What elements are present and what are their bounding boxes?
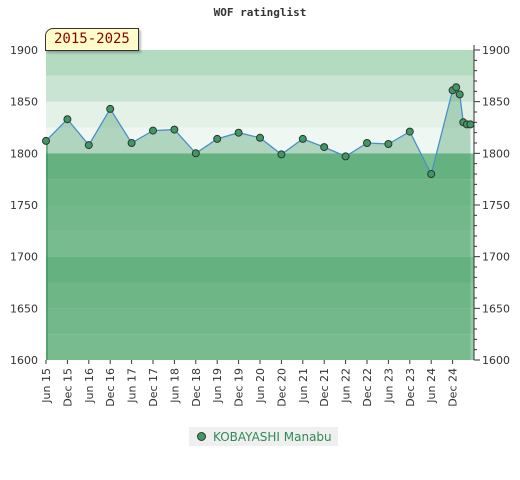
x-tick-label: Jun 16 [83, 368, 96, 404]
y-tick-label-left: 1600 [10, 354, 38, 367]
y-tick-label-right: 1600 [482, 354, 510, 367]
band-9 [46, 101, 474, 128]
data-point[interactable] [341, 152, 350, 161]
legend-label: KOBAYASHI Manabu [213, 429, 332, 444]
x-tick-label: Jun 24 [425, 368, 438, 404]
data-point[interactable] [106, 104, 115, 113]
data-point[interactable] [213, 134, 222, 143]
chart-title: WOF ratinglist [213, 6, 307, 19]
y-tick-label-right: 1650 [482, 302, 510, 315]
x-tick-label: Jun 20 [254, 368, 267, 404]
x-tick-label: Jun 17 [126, 368, 139, 404]
data-point[interactable] [452, 83, 461, 92]
x-tick-label: Jun 18 [168, 368, 181, 404]
x-tick-label: Dec 20 [275, 368, 288, 407]
data-point[interactable] [234, 128, 243, 137]
period-badge: 2015-2025 [45, 28, 139, 51]
x-tick-label: Dec 22 [361, 368, 374, 407]
series-area [46, 87, 471, 360]
data-point[interactable] [170, 125, 179, 134]
y-axis-left: 1600 1650 1700 1750 1800 1850 1900 [10, 44, 38, 367]
data-point[interactable] [149, 126, 157, 135]
band-11 [46, 50, 474, 76]
x-tick-label: Jun 15 [40, 368, 53, 404]
data-point[interactable] [455, 90, 464, 99]
y-tick-label-right: 1700 [482, 251, 510, 264]
band-10 [46, 75, 474, 102]
x-tick-label: Dec 17 [147, 368, 160, 407]
legend-marker-icon [197, 432, 206, 441]
data-point[interactable] [191, 149, 200, 158]
data-point[interactable] [277, 150, 286, 159]
x-tick-label: Dec 21 [318, 368, 331, 407]
x-tick-label: Dec 15 [61, 368, 74, 407]
x-tick-label: Dec 23 [404, 368, 417, 407]
band-0 [46, 334, 474, 360]
data-point[interactable] [363, 139, 371, 147]
band-2 [46, 282, 474, 309]
y-tick-label-left: 1650 [10, 302, 38, 315]
data-point[interactable] [63, 115, 72, 124]
data-point[interactable] [384, 140, 393, 148]
y-tick-label-right: 1850 [482, 96, 510, 109]
band-5 [46, 205, 474, 231]
data-point[interactable] [256, 133, 264, 142]
data-point[interactable] [320, 143, 329, 152]
y-tick-label-left: 1800 [10, 147, 38, 160]
x-tick-label: Dec 16 [104, 368, 117, 407]
band-6 [46, 179, 474, 205]
data-point[interactable] [42, 136, 50, 145]
y-tick-label-left: 1900 [10, 44, 38, 57]
legend: KOBAYASHI Manabu [189, 427, 338, 446]
band-3 [46, 256, 474, 283]
y-tick-label-right: 1750 [482, 199, 510, 212]
data-point[interactable] [427, 170, 436, 178]
y-tick-label-left: 1750 [10, 199, 38, 212]
band-4 [46, 230, 474, 257]
x-axis: Jun 15 Dec 15 Jun 16 Dec 16 Jun 17 Dec 17 Jun … [40, 360, 460, 407]
x-tick-label: Jun 22 [340, 368, 353, 404]
x-tick-label: Dec 24 [447, 368, 460, 407]
x-tick-label: Dec 19 [233, 368, 246, 407]
data-point[interactable] [298, 134, 307, 143]
x-tick-label: Jun 23 [382, 368, 395, 404]
y-tick-label-left: 1700 [10, 251, 38, 264]
data-point[interactable] [405, 127, 414, 136]
x-tick-label: Jun 21 [297, 368, 310, 404]
band-1 [46, 308, 474, 335]
band-7 [46, 153, 474, 180]
y-tick-label-right: 1800 [482, 147, 510, 160]
y-axis-right: 1600 1650 1700 1750 1800 1850 1900 [473, 44, 510, 367]
data-point[interactable] [127, 139, 136, 147]
x-tick-label: Jun 19 [211, 368, 224, 404]
data-point[interactable] [84, 141, 93, 150]
data-point[interactable] [466, 120, 475, 129]
background-bands [46, 50, 474, 360]
y-tick-label-right: 1900 [482, 44, 510, 57]
x-tick-label: Dec 18 [190, 368, 203, 407]
y-tick-label-left: 1850 [10, 96, 38, 109]
